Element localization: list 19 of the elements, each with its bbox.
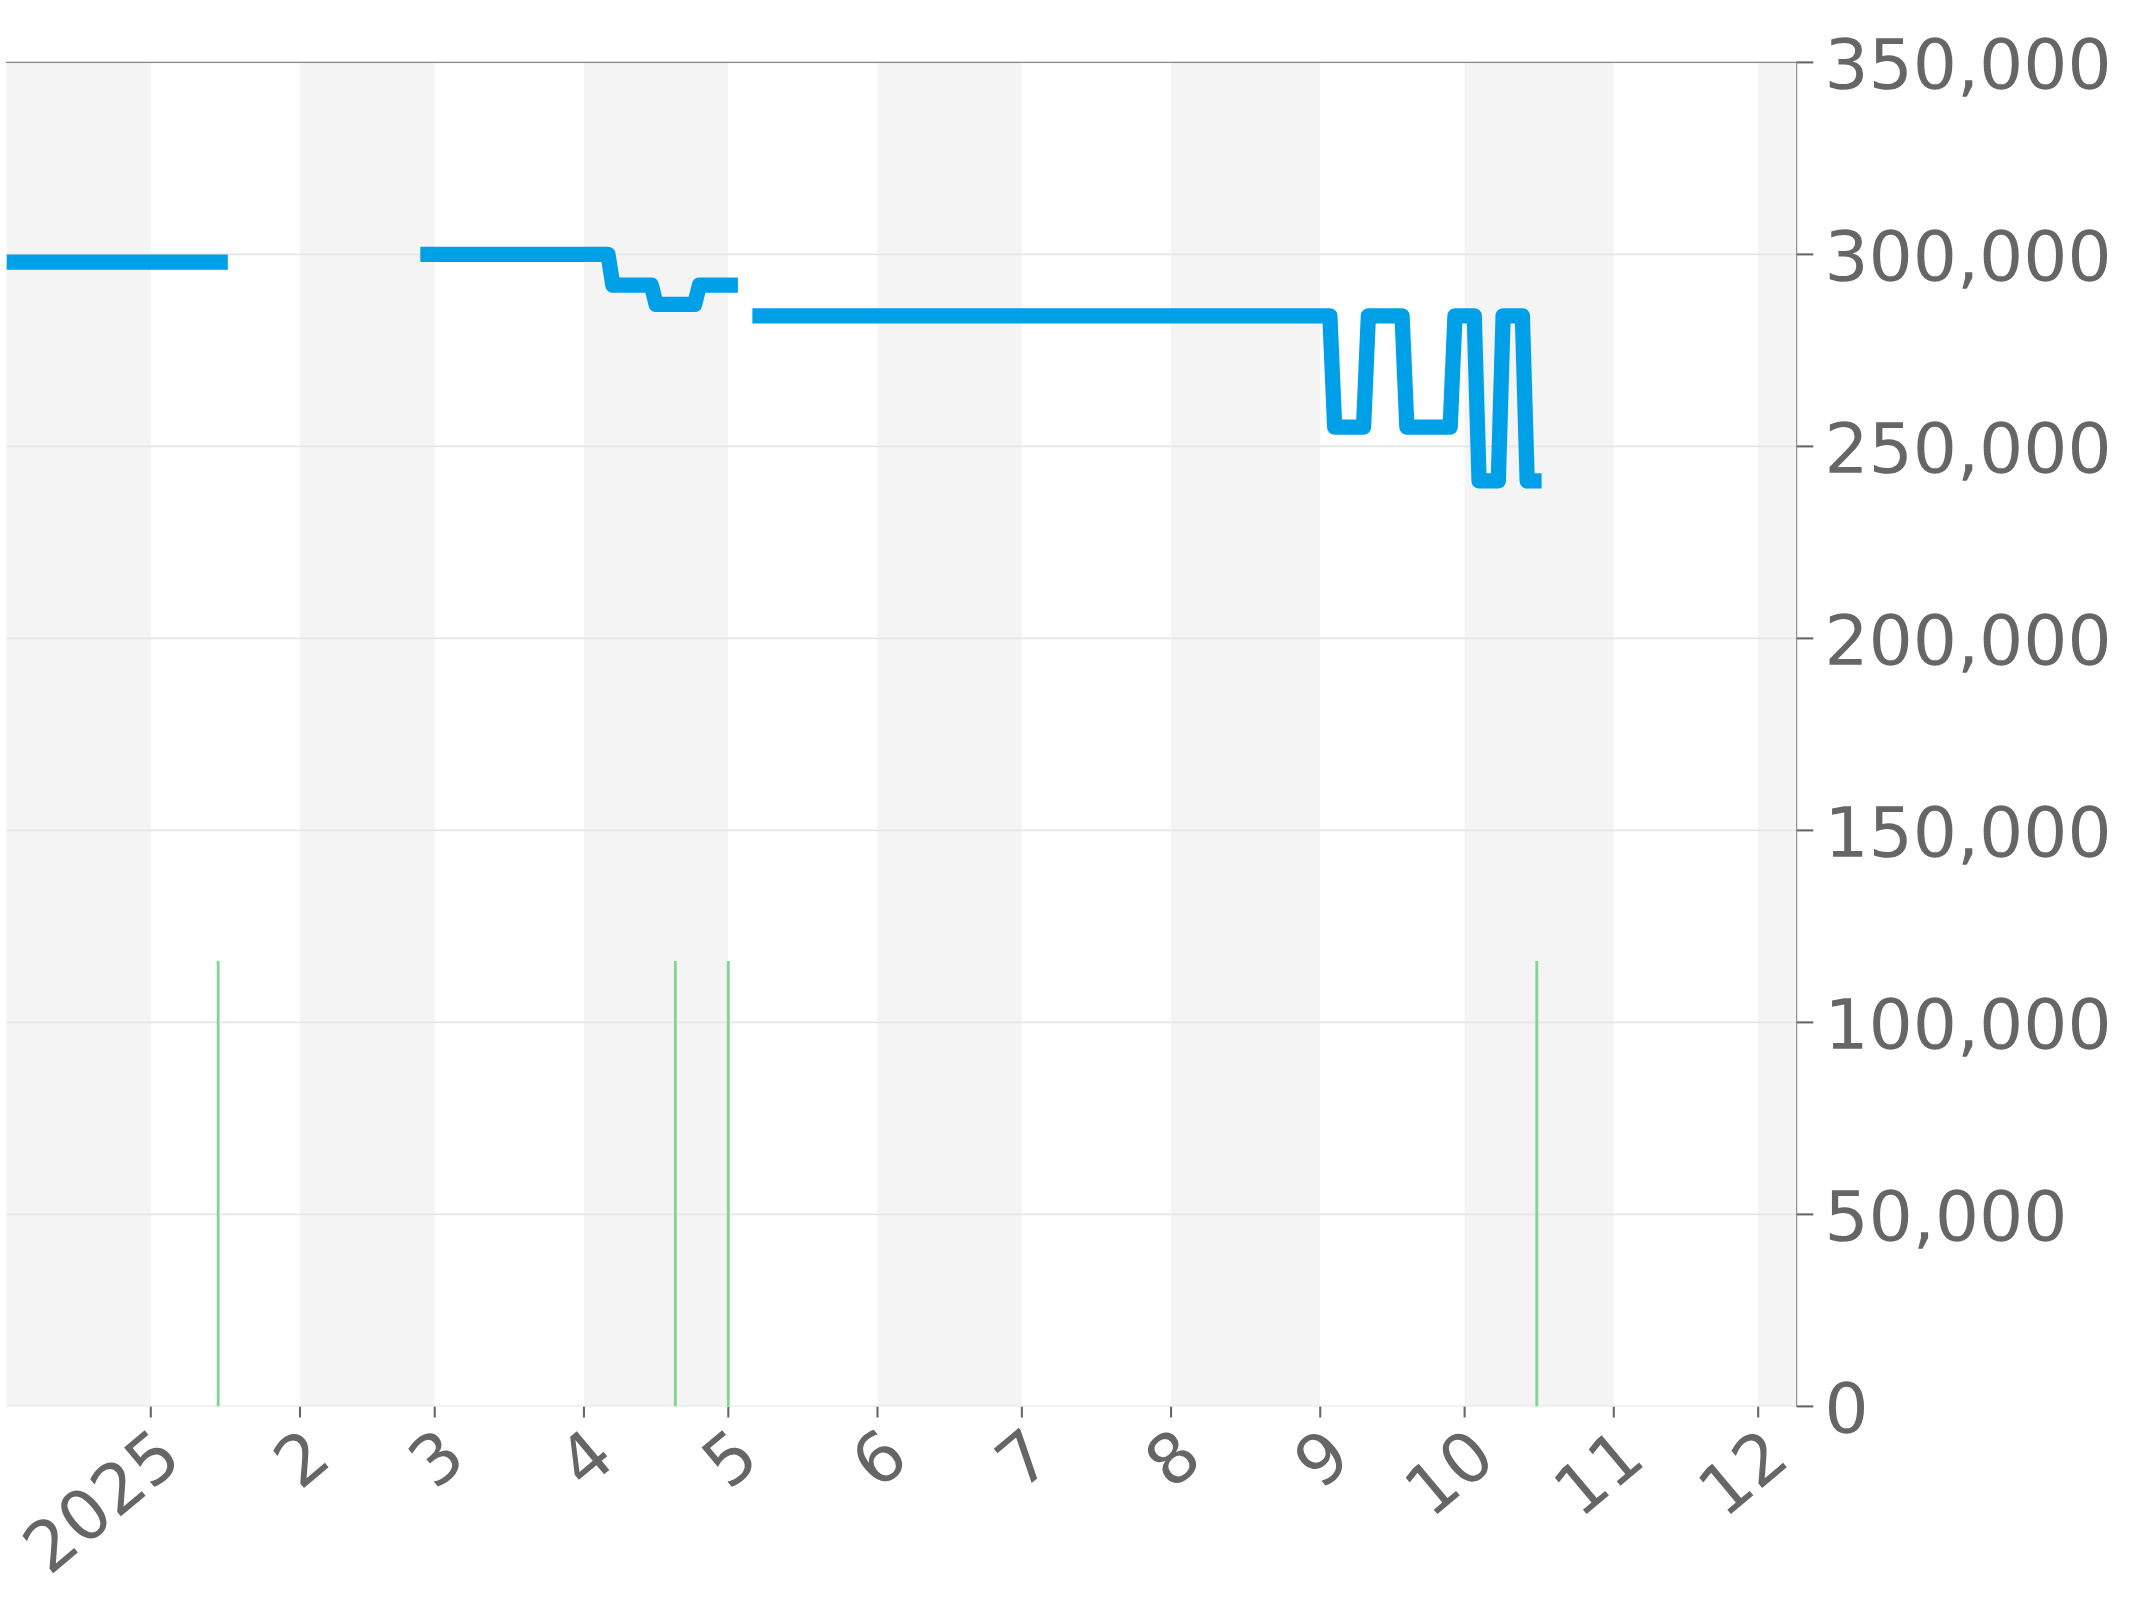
x-tick-label: 5 [699,1427,759,1489]
y-tick-label: 100,000 [1832,997,2108,1057]
y-tick-label: 250,000 [1829,421,2108,481]
y-tick-label: 200,000 [1829,613,2108,673]
x-tick-label: 10 [1403,1426,1496,1516]
x-tick-label: 3 [405,1426,466,1489]
x-tick-label: 8 [1141,1426,1202,1489]
x-tick-label: 4 [554,1426,615,1490]
x-tick-label: 12 [1697,1427,1787,1515]
y-tick-label: 350,000 [1829,37,2108,97]
y-tick-label: 150,000 [1832,805,2108,865]
x-tick-label: 7 [993,1427,1052,1488]
x-tick-label: 2 [270,1427,329,1488]
y-tick-label: 0 [1829,1381,1865,1434]
x-tick-label: 9 [1290,1426,1352,1490]
y-tick-label: 300,000 [1829,229,2108,289]
x-tick-label: 11 [1553,1428,1643,1515]
x-tick-label: 6 [848,1426,909,1489]
y-tick-label: 50,000 [1829,1189,2063,1249]
